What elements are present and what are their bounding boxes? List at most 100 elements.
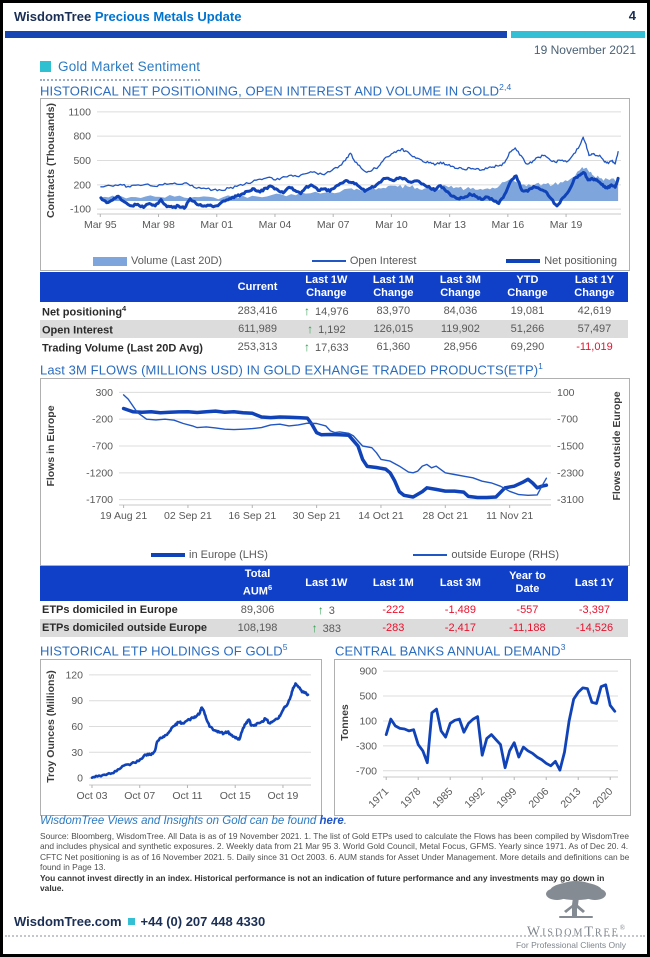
legend-net-positioning: Net positioning bbox=[506, 255, 617, 267]
svg-text:100: 100 bbox=[359, 715, 377, 727]
up-arrow-icon: ↑ bbox=[307, 322, 314, 336]
title-superscript: 1 bbox=[538, 361, 543, 371]
svg-text:1971: 1971 bbox=[366, 786, 391, 811]
legend-volume: Volume (Last 20D) bbox=[93, 255, 222, 267]
svg-text:800: 800 bbox=[73, 131, 91, 143]
svg-text:Oct 11: Oct 11 bbox=[172, 790, 202, 802]
svg-text:Mar 95: Mar 95 bbox=[84, 219, 117, 231]
net-positioning-swatch-icon bbox=[506, 259, 541, 263]
svg-text:-1500: -1500 bbox=[557, 441, 584, 453]
svg-text:300: 300 bbox=[95, 387, 113, 399]
page-number: 4 bbox=[628, 8, 636, 23]
volume-swatch-icon bbox=[93, 256, 127, 266]
section-heading: Gold Market Sentiment bbox=[40, 58, 201, 81]
brand-name: WisdomTree bbox=[14, 9, 92, 24]
header-rule-teal bbox=[511, 31, 645, 38]
legend-in-europe: in Europe (LHS) bbox=[151, 549, 268, 561]
source-block: Source: Bloomberg, WisdomTree. All Data … bbox=[40, 831, 630, 893]
footer-divider bbox=[5, 935, 645, 937]
svg-text:Mar 98: Mar 98 bbox=[142, 219, 175, 231]
svg-text:100: 100 bbox=[557, 387, 575, 399]
svg-text:1978: 1978 bbox=[398, 786, 423, 811]
logo-tagline: For Professional Clients Only bbox=[515, 940, 627, 950]
chart3-title: HISTORICAL ETP HOLDINGS OF GOLD5 bbox=[40, 642, 288, 659]
svg-text:02 Sep 21: 02 Sep 21 bbox=[164, 510, 212, 522]
table-row: ETPs domiciled in Europe 89,306 ↑ 3 -222 … bbox=[42, 602, 611, 617]
table-row: Open Interest 611,989 ↑ 1,192 126,015 119… bbox=[40, 320, 628, 338]
header-rule-blue bbox=[5, 31, 507, 38]
svg-text:-200: -200 bbox=[92, 414, 113, 426]
svg-text:-100: -100 bbox=[70, 204, 91, 216]
up-arrow-icon: ↑ bbox=[311, 620, 318, 635]
disclaimer-text: You cannot invest directly in an index. … bbox=[40, 872, 605, 894]
phone-number: +44 (0) 207 448 4330 bbox=[140, 914, 266, 929]
svg-text:1992: 1992 bbox=[462, 786, 487, 811]
svg-text:Mar 07: Mar 07 bbox=[317, 219, 350, 231]
document-page: WisdomTree Precious Metals Update 4 19 N… bbox=[3, 3, 647, 954]
svg-text:2020: 2020 bbox=[590, 786, 615, 811]
svg-text:200: 200 bbox=[73, 179, 91, 191]
svg-text:11 Nov 21: 11 Nov 21 bbox=[486, 510, 533, 522]
teal-square-icon bbox=[127, 918, 135, 925]
svg-text:14 Oct 21: 14 Oct 21 bbox=[358, 510, 404, 522]
svg-text:2013: 2013 bbox=[558, 786, 583, 811]
svg-text:Mar 16: Mar 16 bbox=[492, 219, 525, 231]
wisdomtree-logo: WisdomTree® bbox=[516, 879, 636, 941]
chart2-title: Last 3M FLOWS (MILLIONS USD) IN GOLD EXH… bbox=[40, 361, 543, 378]
outside-europe-swatch-icon bbox=[413, 554, 448, 556]
svg-text:2006: 2006 bbox=[526, 786, 551, 811]
in-europe-swatch-icon bbox=[151, 553, 185, 557]
open-interest-swatch-icon bbox=[311, 260, 346, 262]
legend-outside-europe: outside Europe (RHS) bbox=[413, 549, 559, 561]
svg-text:60: 60 bbox=[71, 721, 83, 733]
table2-header-row: Total AUM6 Last 1W Last 1M Last 3M Year t… bbox=[40, 566, 628, 601]
chart1-legend: Volume (Last 20D) Open Interest Net posi… bbox=[93, 255, 617, 267]
svg-text:-700: -700 bbox=[92, 441, 113, 453]
net-positioning-table: Current Last 1W Change Last 1M Change Last… bbox=[40, 272, 628, 356]
svg-text:Oct 15: Oct 15 bbox=[220, 790, 251, 802]
table-row: Net positioning4 283,416 ↑ 14,976 83,970 … bbox=[42, 303, 612, 319]
svg-text:Oct 19: Oct 19 bbox=[267, 790, 298, 802]
chart2-legend: in Europe (LHS) outside Europe (RHS) bbox=[151, 549, 559, 561]
website[interactable]: WisdomTree.com bbox=[14, 914, 122, 929]
svg-text:500: 500 bbox=[359, 691, 377, 703]
svg-text:Contracts (Thousands): Contracts (Thousands) bbox=[45, 103, 57, 218]
svg-text:-700: -700 bbox=[356, 765, 377, 777]
chart1-title: HISTORICAL NET POSITIONING, OPEN INTERES… bbox=[40, 82, 512, 99]
table-row: ETPs domiciled outside Europe 108,198 ↑ 3… bbox=[40, 618, 628, 637]
table1-header-row: Current Last 1W Change Last 1M Change Last… bbox=[40, 272, 628, 302]
svg-text:Troy Ounces (Millions): Troy Ounces (Millions) bbox=[45, 670, 57, 783]
etp-flows-chart-canvas: 300 100 -200 -700 -700 -1500 -1200 -2300 -1700 -3… bbox=[41, 379, 629, 565]
chart4-title: CENTRAL BANKS ANNUAL DEMAND3 bbox=[335, 642, 566, 659]
svg-text:30: 30 bbox=[71, 747, 83, 759]
document-title: Precious Metals Update bbox=[94, 9, 242, 24]
tree-icon bbox=[546, 881, 606, 918]
svg-text:500: 500 bbox=[73, 155, 91, 167]
section-title: Gold Market Sentiment bbox=[58, 59, 201, 74]
svg-text:-3100: -3100 bbox=[557, 494, 584, 506]
svg-text:-1700: -1700 bbox=[86, 494, 113, 506]
svg-text:0: 0 bbox=[77, 773, 83, 785]
teal-square-icon bbox=[40, 61, 51, 72]
here-link[interactable]: here bbox=[319, 815, 344, 827]
up-arrow-icon: ↑ bbox=[317, 602, 324, 617]
svg-text:28 Oct 21: 28 Oct 21 bbox=[423, 510, 469, 522]
net-positioning-chart: 1100 800 500 200 -100 Mar 95 Mar 98 Mar 01 Mar 0… bbox=[40, 98, 630, 271]
svg-text:Flows outside Europe: Flows outside Europe bbox=[611, 391, 623, 500]
svg-text:Mar 04: Mar 04 bbox=[259, 219, 292, 231]
svg-text:-2300: -2300 bbox=[557, 467, 584, 479]
views-insights-line: WisdomTree Views and Insights on Gold ca… bbox=[40, 815, 347, 827]
svg-text:1100: 1100 bbox=[68, 106, 91, 118]
legend-open-interest: Open Interest bbox=[311, 255, 416, 267]
svg-text:900: 900 bbox=[359, 666, 377, 678]
svg-text:-300: -300 bbox=[356, 740, 377, 752]
registered-mark: ® bbox=[619, 924, 626, 932]
central-banks-chart-canvas: 900 500 100 -300 -700 1971 1978 1985 1992 1999 200… bbox=[335, 660, 630, 815]
svg-text:Oct 03: Oct 03 bbox=[77, 790, 108, 802]
etp-flows-chart: 300 100 -200 -700 -700 -1500 -1200 -2300 -1700 -3… bbox=[40, 378, 630, 566]
title-superscript: 2,4 bbox=[499, 82, 512, 92]
report-date: 19 November 2021 bbox=[533, 43, 636, 57]
svg-text:-700: -700 bbox=[557, 414, 578, 426]
svg-text:-1200: -1200 bbox=[86, 467, 113, 479]
title-superscript: 5 bbox=[282, 642, 288, 652]
